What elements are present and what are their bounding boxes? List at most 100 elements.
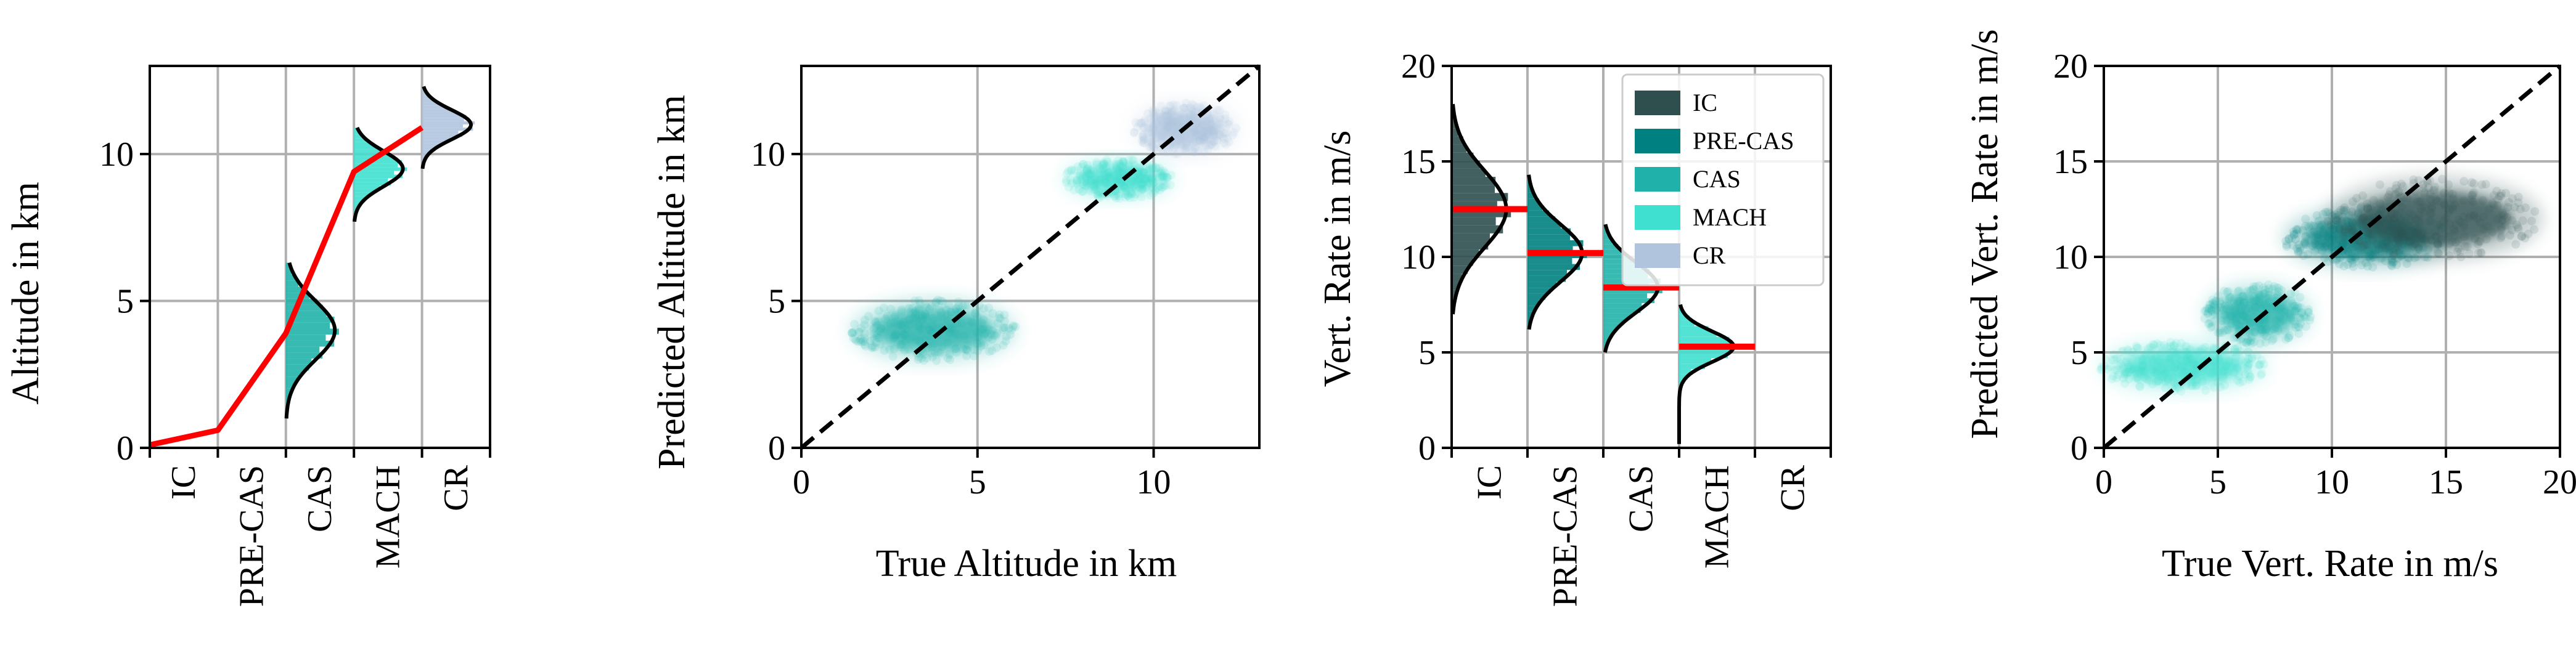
data-point (2201, 343, 2210, 352)
data-point (2477, 248, 2486, 258)
data-point (2331, 216, 2341, 225)
data-point (932, 298, 941, 307)
data-point (2151, 368, 2160, 377)
data-point (2389, 258, 2398, 266)
data-point (921, 312, 930, 321)
data-point (2501, 189, 2511, 198)
data-point (2204, 319, 2213, 328)
data-point (889, 332, 899, 341)
data-point (2282, 240, 2291, 249)
data-point (1156, 116, 1166, 124)
data-point (1091, 180, 1100, 190)
data-point (2272, 316, 2281, 325)
data-point (2301, 222, 2310, 231)
histogram-bar (1679, 358, 1712, 364)
data-point (2224, 357, 2233, 366)
data-point (976, 339, 986, 347)
cluster-core (1079, 165, 1158, 193)
data-point (2403, 194, 2412, 203)
histogram-bar (1452, 152, 1474, 161)
data-point (2209, 301, 2218, 310)
data-point (992, 329, 1001, 338)
data-point (2415, 218, 2424, 227)
data-point (2128, 347, 2137, 357)
data-point (1083, 168, 1092, 177)
data-point (2292, 307, 2301, 316)
data-point (1158, 171, 1166, 180)
data-point (1115, 159, 1124, 168)
data-point (854, 327, 863, 336)
data-point (1171, 141, 1180, 150)
histogram-bar (1603, 308, 1641, 314)
data-point (2502, 213, 2511, 222)
data-point (1105, 172, 1114, 181)
data-point (2247, 333, 2256, 342)
data-point (2323, 232, 2332, 240)
point-cluster-mach (2096, 338, 2268, 396)
data-point (1195, 132, 1204, 141)
data-point (2378, 229, 2387, 238)
data-point (952, 347, 961, 357)
data-point (2456, 253, 2466, 262)
data-point (2363, 199, 2372, 208)
data-point (2231, 302, 2240, 312)
data-point (1146, 179, 1155, 188)
data-point (2414, 211, 2424, 220)
histogram-bar (422, 105, 447, 109)
y-tick-label: 0 (117, 429, 134, 468)
data-point (1179, 145, 1188, 154)
data-point (1157, 131, 1166, 140)
data-point (1135, 167, 1144, 176)
histogram-bar (422, 134, 463, 137)
histogram-bar (354, 192, 371, 197)
histogram-bar (1452, 266, 1468, 274)
data-point (1140, 176, 1150, 185)
data-point (2200, 314, 2209, 323)
data-point (852, 336, 861, 346)
data-point (2121, 367, 2130, 376)
data-point (2243, 362, 2252, 371)
data-point (2233, 297, 2242, 306)
data-point (2208, 295, 2217, 304)
data-point (2133, 373, 2142, 382)
data-point (2141, 349, 2151, 359)
data-point (2226, 293, 2236, 302)
data-point (1127, 189, 1135, 198)
data-point (881, 314, 891, 323)
data-point (1179, 132, 1188, 141)
legend-entry-cas: CAS (1693, 165, 1741, 193)
data-point (2348, 197, 2357, 206)
data-point (2296, 319, 2305, 328)
data-point (2168, 373, 2177, 382)
data-point (943, 354, 952, 363)
data-point (2219, 306, 2228, 315)
data-point (2436, 238, 2445, 247)
data-point (2128, 365, 2137, 374)
data-point (2373, 240, 2382, 249)
data-point (1166, 101, 1176, 110)
data-point (2375, 180, 2384, 189)
data-point (1147, 134, 1156, 143)
data-point (1126, 187, 1135, 197)
data-point (2203, 347, 2212, 356)
data-point (1148, 172, 1157, 182)
data-point (1139, 168, 1148, 177)
data-point (2170, 363, 2179, 372)
data-point (1119, 158, 1128, 167)
histogram-bar (1603, 298, 1655, 304)
x-tick-label: 15 (2429, 463, 2463, 501)
data-point (2223, 368, 2232, 376)
data-point (897, 307, 906, 317)
data-point (1138, 179, 1147, 189)
data-point (1114, 165, 1124, 174)
data-point (1209, 137, 1219, 146)
y-tick-label: 5 (2071, 334, 2088, 372)
data-point (2328, 235, 2337, 245)
data-point (1167, 118, 1177, 128)
data-point (1134, 169, 1143, 178)
data-point (2429, 185, 2439, 195)
data-point (2231, 312, 2241, 322)
y-tick-label: 5 (768, 283, 785, 321)
histogram-bar (1603, 318, 1626, 323)
data-point (2521, 233, 2530, 243)
